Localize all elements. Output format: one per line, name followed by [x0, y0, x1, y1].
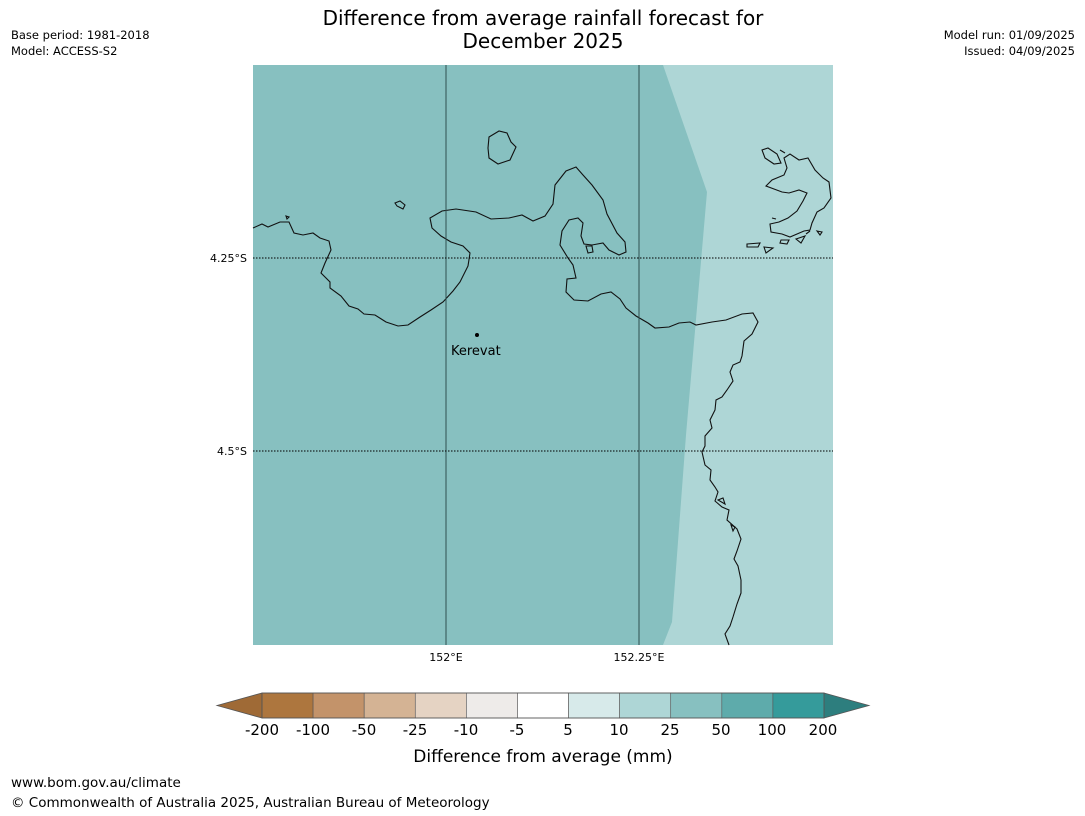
colorbar-cell	[670, 692, 723, 719]
axis-labels: 4.25°S 4.5°S 152°E 152.25°E	[210, 252, 664, 664]
map-title: Difference from average rainfall forecas…	[263, 7, 823, 53]
island-bay	[585, 245, 594, 254]
cb-tick-1: -100	[296, 721, 330, 739]
colorbar-cell	[363, 692, 416, 719]
island-tiny-east	[716, 497, 736, 533]
issued-text: Issued: 04/09/2025	[964, 44, 1075, 58]
cb-tick-0: -200	[245, 721, 279, 739]
cb-tick-11: 200	[809, 721, 838, 739]
header-left: Base period: 1981-2018 Model: ACCESS-S2	[11, 27, 150, 59]
cb-tick-4: -10	[454, 721, 479, 739]
base-period-text: Base period: 1981-2018	[11, 28, 150, 42]
colorbar-cell	[517, 692, 569, 719]
lat-label-4-5: 4.5°S	[217, 445, 247, 458]
map-panel: Kerevat	[252, 65, 833, 646]
coastline	[252, 130, 832, 646]
island-speck	[285, 215, 291, 221]
cb-tick-6: 5	[563, 721, 573, 739]
colorbar-cell	[721, 692, 774, 719]
islands-east	[746, 147, 832, 254]
colorbar-cell	[261, 692, 314, 719]
colorbar-cell	[414, 692, 467, 719]
lon-label-152: 152°E	[429, 651, 462, 664]
colorbar-cell	[568, 692, 620, 719]
cb-tick-5: -5	[510, 721, 525, 739]
cb-tick-2: -50	[352, 721, 377, 739]
graticule-meridians	[445, 65, 640, 645]
colorbar: -200 -100 -50 -25 -10 -5 5 10 25 50 100 …	[215, 692, 871, 767]
footer-copyright: © Commonwealth of Australia 2025, Austra…	[11, 795, 490, 811]
colorbar-frame	[261, 692, 825, 719]
lon-label-152-25: 152.25°E	[614, 651, 665, 664]
model-text: Model: ACCESS-S2	[11, 44, 118, 58]
header-right: Model run: 01/09/2025 Issued: 04/09/2025	[944, 27, 1075, 59]
island-small-west	[394, 200, 406, 210]
colorbar-high-arrow	[823, 692, 871, 719]
kerevat-label: Kerevat	[451, 344, 501, 359]
cb-tick-3: -25	[403, 721, 428, 739]
cb-tick-9: 50	[711, 721, 730, 739]
coastline-main	[252, 166, 759, 646]
lat-label-4-25: 4.25°S	[210, 252, 247, 265]
colorbar-title: Difference from average (mm)	[413, 747, 672, 767]
cb-tick-8: 25	[660, 721, 679, 739]
land-zone	[253, 65, 707, 645]
colorbar-low-arrow	[215, 692, 263, 719]
title-line-2: December 2025	[462, 29, 624, 53]
title-line-1: Difference from average rainfall forecas…	[322, 6, 764, 30]
footer-url: www.bom.gov.au/climate	[11, 775, 181, 791]
cb-tick-10: 100	[758, 721, 787, 739]
cb-tick-7: 10	[609, 721, 628, 739]
model-run-text: Model run: 01/09/2025	[943, 28, 1075, 42]
graticule-parallels	[253, 257, 833, 452]
kerevat-marker	[475, 333, 479, 337]
island-north	[487, 130, 517, 165]
colorbar-cell	[312, 692, 365, 719]
colorbar-tick-labels: -200 -100 -50 -25 -10 -5 5 10 25 50 100 …	[245, 721, 837, 739]
colorbar-cells	[261, 692, 825, 719]
colorbar-cell	[466, 692, 518, 719]
colorbar-cell	[772, 692, 825, 719]
colorbar-cell	[619, 692, 672, 719]
